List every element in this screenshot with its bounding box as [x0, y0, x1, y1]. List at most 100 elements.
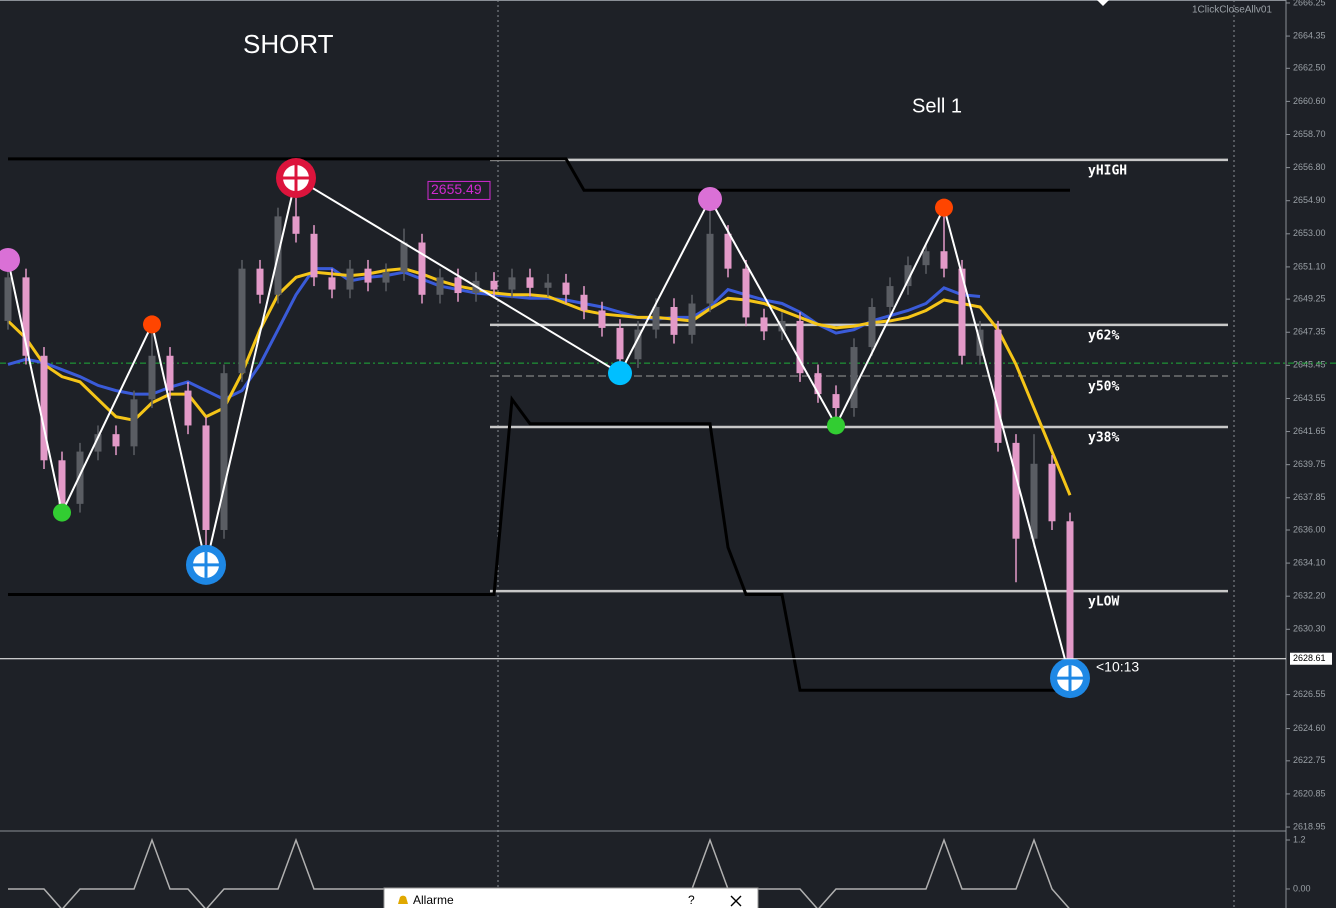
- y-tick-label: 2636.00: [1293, 524, 1326, 534]
- zigzag-segment: [943, 207, 1071, 679]
- candle-body: [778, 320, 786, 332]
- candle-body: [310, 233, 318, 278]
- candle-body: [40, 355, 48, 461]
- candle-body: [598, 310, 606, 328]
- y-tick-label: 2620.85: [1293, 788, 1326, 798]
- candle-body: [742, 268, 750, 318]
- level-label: yHIGH: [1088, 163, 1127, 178]
- candle-body: [490, 280, 498, 290]
- signal-marker-cross: [283, 165, 309, 192]
- shift-marker: [1097, 0, 1109, 6]
- candle-body: [436, 277, 444, 295]
- y-tick-label: 2626.55: [1293, 689, 1326, 699]
- y-tick-label: 2622.75: [1293, 755, 1326, 765]
- candle-body: [22, 277, 30, 356]
- y-tick-label: 2647.35: [1293, 327, 1326, 337]
- signal-marker: [0, 247, 20, 272]
- chart-subtitle: Sell 1: [912, 95, 962, 117]
- candle-body: [760, 317, 768, 332]
- candle-body: [508, 277, 516, 290]
- candle-body: [634, 329, 642, 360]
- y-tick-label: 2666.25: [1293, 0, 1326, 7]
- expert-label: 1ClickCloseAllv01: [1192, 5, 1272, 16]
- candle-body: [940, 251, 948, 269]
- y-tick-label: 2630.30: [1293, 624, 1326, 634]
- y-tick-label: 2651.10: [1293, 261, 1326, 271]
- close-button[interactable]: [730, 895, 742, 907]
- signal-marker-cross: [1057, 665, 1083, 692]
- candle-body: [526, 277, 534, 288]
- candle-body: [256, 268, 264, 295]
- zigzag-segment: [619, 198, 711, 374]
- signal-marker: [608, 361, 632, 386]
- y-tick-label: 2639.75: [1293, 459, 1326, 469]
- level-label: y50%: [1088, 379, 1119, 394]
- candle-body: [796, 320, 804, 374]
- bell-icon: [398, 895, 408, 904]
- zigzag-segment: [295, 177, 621, 375]
- candle-body: [868, 306, 876, 348]
- candle-body: [886, 286, 894, 307]
- candle-body: [850, 347, 858, 409]
- candle-body: [238, 268, 246, 374]
- y-tick-label: 2618.95: [1293, 821, 1326, 831]
- candle-body: [904, 265, 912, 287]
- alarm-window[interactable]: Allarme ?: [383, 887, 759, 908]
- candle-body: [616, 327, 624, 360]
- level-label: y62%: [1088, 328, 1119, 343]
- candle-body: [958, 268, 966, 356]
- candle-body: [670, 306, 678, 335]
- current-price-box: [1290, 652, 1332, 665]
- help-button[interactable]: ?: [688, 893, 695, 907]
- signal-marker: [143, 315, 161, 334]
- price-label: 2655.49: [431, 181, 482, 197]
- candle-body: [994, 329, 1002, 443]
- candle-body: [418, 242, 426, 295]
- current-price-label: 2628.61: [1293, 653, 1326, 663]
- candle-body: [4, 277, 12, 321]
- level-label: y38%: [1088, 431, 1119, 446]
- zigzag-segment: [835, 207, 945, 426]
- price-label-box: [427, 180, 491, 200]
- y-tick-label: 2634.10: [1293, 557, 1326, 567]
- signal-marker: [53, 503, 71, 522]
- candle-body: [652, 306, 660, 330]
- candle-body: [1048, 463, 1056, 522]
- candle-body: [724, 233, 732, 269]
- candle-body: [130, 399, 138, 447]
- y-tick-label: 2658.70: [1293, 129, 1326, 139]
- candle-body: [814, 373, 822, 395]
- candle-body: [292, 216, 300, 234]
- candle-body: [1012, 442, 1020, 539]
- candle-body: [382, 272, 390, 283]
- series-line: [8, 395, 1070, 692]
- y-tick-label: 2632.20: [1293, 591, 1326, 601]
- candle-body: [832, 394, 840, 409]
- candle-body: [400, 242, 408, 273]
- y-tick-label: 2653.00: [1293, 228, 1326, 238]
- y-tick-label: 2662.50: [1293, 63, 1326, 73]
- zigzag-segment: [7, 259, 63, 513]
- candle-body: [166, 355, 174, 391]
- y-tick-label: 2645.45: [1293, 360, 1326, 370]
- signal-marker-cross: [193, 551, 219, 578]
- candle-body: [544, 282, 552, 288]
- bar-timer: <10:13: [1096, 658, 1139, 674]
- indicator-tick-label: 1.2: [1293, 834, 1306, 844]
- signal-marker: [698, 186, 722, 211]
- chart-title: SHORT: [243, 29, 334, 59]
- candle-body: [1066, 521, 1074, 659]
- series-line: [8, 157, 1070, 192]
- candle-body: [148, 355, 156, 400]
- candle-body: [220, 373, 228, 530]
- candle-body: [346, 268, 354, 290]
- y-tick-label: 2654.90: [1293, 195, 1326, 205]
- candle-body: [112, 434, 120, 447]
- y-tick-label: 2624.60: [1293, 723, 1326, 733]
- y-tick-label: 2637.85: [1293, 492, 1326, 502]
- y-tick-label: 2664.35: [1293, 30, 1326, 40]
- y-tick-label: 2660.60: [1293, 96, 1326, 106]
- candle-body: [706, 233, 714, 304]
